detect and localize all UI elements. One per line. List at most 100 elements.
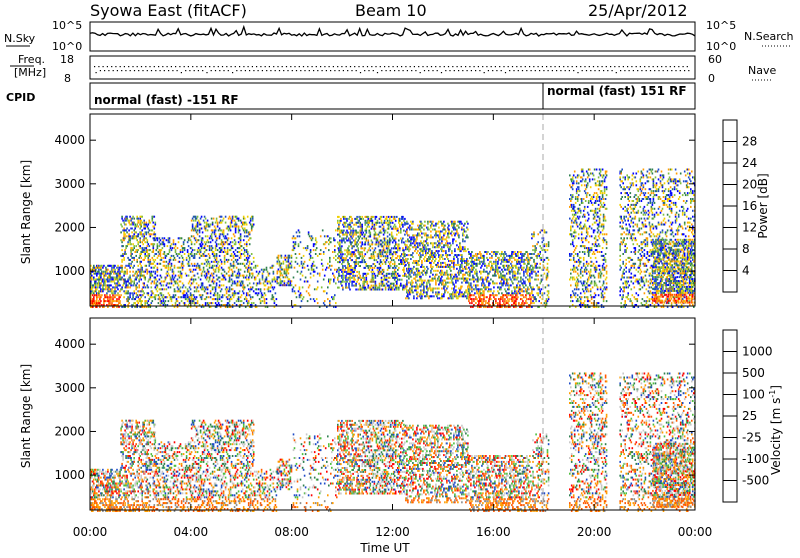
power-cell — [130, 284, 132, 286]
power-cell — [347, 247, 349, 249]
power-cell — [116, 267, 118, 269]
power-cell — [478, 257, 480, 259]
power-cell — [434, 276, 436, 278]
nsky-trace — [90, 27, 695, 36]
power-cell — [183, 243, 185, 245]
power-cell — [249, 282, 251, 284]
freq-point — [461, 66, 462, 67]
power-cell — [239, 247, 241, 249]
power-cell — [248, 239, 250, 241]
power-cell — [416, 297, 418, 299]
power-cell — [357, 249, 359, 251]
power-cell — [147, 271, 149, 273]
power-cell — [274, 286, 276, 288]
power-cell — [266, 269, 268, 271]
power-cell — [407, 223, 409, 225]
freq-point — [371, 66, 372, 67]
power-cell — [402, 226, 404, 228]
power-cell — [409, 248, 411, 250]
power-cell — [299, 235, 301, 237]
nave-point — [675, 70, 676, 71]
power-cell — [408, 227, 410, 229]
freq-point — [273, 66, 274, 67]
power-cell — [472, 269, 474, 271]
power-cell — [476, 271, 478, 273]
power-cell — [200, 218, 202, 220]
power-cell — [170, 269, 172, 271]
freq-point — [98, 66, 99, 67]
nave-point — [607, 70, 608, 71]
power-cell — [186, 298, 188, 300]
power-cell — [227, 228, 229, 230]
power-cell — [240, 241, 242, 243]
nave-point — [304, 70, 305, 71]
power-cell — [442, 262, 444, 264]
power-cell — [215, 241, 217, 243]
power-cell — [403, 289, 405, 291]
power-cell — [288, 280, 290, 282]
power-cell — [401, 285, 403, 287]
power-cell — [349, 281, 351, 283]
power-cell — [204, 245, 206, 247]
power-cell — [243, 292, 245, 294]
power-cell — [410, 242, 412, 244]
power-cell — [405, 264, 407, 266]
power-cell — [440, 282, 442, 284]
power-cell — [421, 236, 423, 238]
power-cell — [220, 233, 222, 235]
power-cell — [399, 279, 401, 281]
power-cell — [472, 265, 474, 267]
freq-label: Freq. — [18, 53, 45, 66]
power-cell — [428, 236, 430, 238]
power-cell — [96, 298, 98, 300]
power-cell — [105, 288, 107, 290]
power-cell — [131, 298, 133, 300]
nave-point — [386, 70, 387, 71]
power-cell — [102, 279, 104, 281]
power-cell — [476, 298, 478, 300]
power-cell — [211, 218, 213, 220]
power-cell — [381, 277, 383, 279]
power-cell — [118, 269, 120, 271]
power-cell — [149, 265, 151, 267]
power-cell — [265, 284, 267, 286]
power-cell — [346, 281, 348, 283]
power-cell — [366, 275, 368, 277]
power-cell — [412, 268, 414, 270]
power-cell — [114, 265, 116, 267]
power-cell — [419, 284, 421, 286]
power-cell — [161, 249, 163, 251]
power-cell — [407, 295, 409, 297]
power-cell — [209, 255, 211, 257]
power-cell — [359, 285, 361, 287]
power-cell — [477, 284, 479, 286]
power-cell — [432, 244, 434, 246]
power-cell — [103, 277, 105, 279]
power-cell — [377, 238, 379, 240]
power-cell — [435, 282, 437, 284]
power-cell — [484, 263, 486, 265]
power-cell — [91, 292, 93, 294]
power-cell — [252, 220, 254, 222]
power-cell — [343, 275, 345, 277]
power-cell — [420, 254, 422, 256]
power-cell — [474, 271, 476, 273]
power-cell — [358, 271, 360, 273]
power-cell — [125, 235, 127, 237]
power-cell — [195, 286, 197, 288]
power-cell — [137, 249, 139, 251]
power-cell — [466, 272, 468, 274]
power-cell — [238, 228, 240, 230]
power-cell — [426, 284, 428, 286]
power-cell — [202, 263, 204, 265]
power-cell — [308, 233, 310, 235]
power-cell — [247, 261, 249, 263]
power-cell — [269, 273, 271, 275]
freq-point — [610, 66, 611, 67]
power-cell — [466, 234, 468, 236]
freq-point — [184, 66, 185, 67]
power-cell — [447, 223, 449, 225]
power-cell — [242, 282, 244, 284]
power-cell — [164, 253, 166, 255]
power-cell — [121, 265, 123, 267]
